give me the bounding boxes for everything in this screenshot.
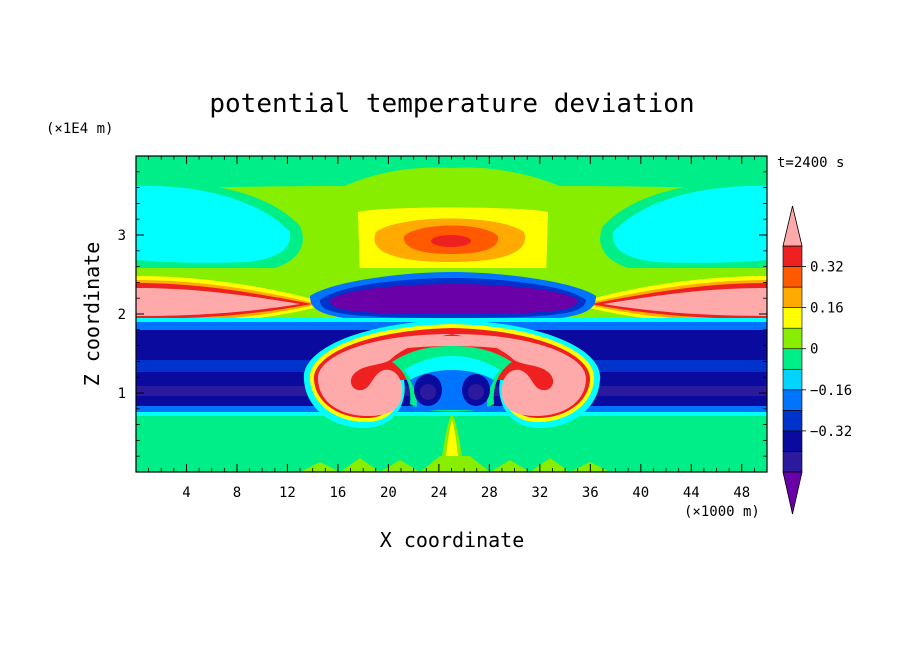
colorbar-bin	[782, 348, 803, 370]
colorbar-bin	[782, 307, 803, 329]
region-upper-right-cyan-core	[612, 185, 767, 263]
colorbar-bin	[782, 430, 803, 452]
region-inner-cold-left-core	[420, 384, 436, 400]
x-tick-label: 48	[733, 485, 750, 501]
colorbar-extend-min	[782, 471, 803, 515]
colorbar-bin	[782, 451, 803, 473]
x-tick-label: 12	[279, 485, 296, 501]
colorbar-extend-max	[782, 205, 803, 247]
region-left-pink-warm-wedge	[136, 288, 300, 316]
x-tick-label: 28	[481, 485, 498, 501]
region-upper-left-cyan-core	[136, 185, 291, 263]
region-left-thermal-rotor	[318, 334, 452, 416]
region-center-plume-core	[446, 420, 458, 456]
colorbar-bin	[782, 368, 803, 391]
region-band-edge-bottom2	[136, 412, 767, 416]
colorbar-bin	[782, 410, 803, 432]
chart-title: potential temperature deviation	[209, 89, 694, 119]
region-right-thermal-rotor	[452, 334, 586, 416]
contour-field	[136, 156, 767, 472]
x-tick-label: 24	[430, 485, 447, 501]
colorbar-bin	[782, 327, 803, 350]
x-axis: 4 8 12 16 20 24 28 32 36 40 44 48	[148, 156, 755, 501]
x-unit-label: (×1000 m)	[684, 504, 760, 520]
y-tick-label: 1	[118, 386, 126, 402]
x-tick-label: 44	[683, 485, 700, 501]
region-bottom-noise	[300, 456, 610, 472]
x-tick-label: 36	[582, 485, 599, 501]
region-warm-dome-core	[431, 235, 471, 247]
colorbar-bin	[782, 266, 803, 288]
colorbar-label: 0.32	[810, 260, 844, 276]
colorbar-bin	[782, 389, 803, 411]
y-tick-label: 3	[118, 228, 126, 244]
y-tick-label: 2	[118, 307, 126, 323]
x-axis-label: X coordinate	[380, 528, 525, 552]
colorbar-bin	[782, 245, 803, 267]
x-tick-label: 16	[329, 485, 346, 501]
colorbar-label: −0.16	[810, 383, 852, 399]
colorbar-label: 0.16	[810, 301, 844, 317]
colorbar-label: −0.32	[810, 424, 852, 440]
colorbar-bin	[782, 286, 803, 308]
time-label: t=2400 s	[777, 155, 844, 171]
x-tick-label: 4	[182, 485, 190, 501]
x-tick-label: 40	[632, 485, 649, 501]
x-tick-label: 20	[380, 485, 397, 501]
region-purple-cold-cap	[330, 284, 578, 314]
y-unit-label: (×1E4 m)	[46, 121, 113, 137]
y-axis: 1 2 3	[118, 171, 767, 457]
x-tick-label: 32	[531, 485, 548, 501]
colorbar: 0.32 0.16 0 −0.16 −0.32	[782, 205, 852, 515]
region-top-strip	[136, 156, 767, 188]
x-tick-label: 8	[233, 485, 241, 501]
region-right-pink-warm-wedge	[603, 288, 767, 316]
colorbar-label: 0	[810, 342, 818, 358]
y-axis-label: Z coordinate	[80, 242, 104, 387]
region-inner-cold-right-core	[468, 384, 484, 400]
